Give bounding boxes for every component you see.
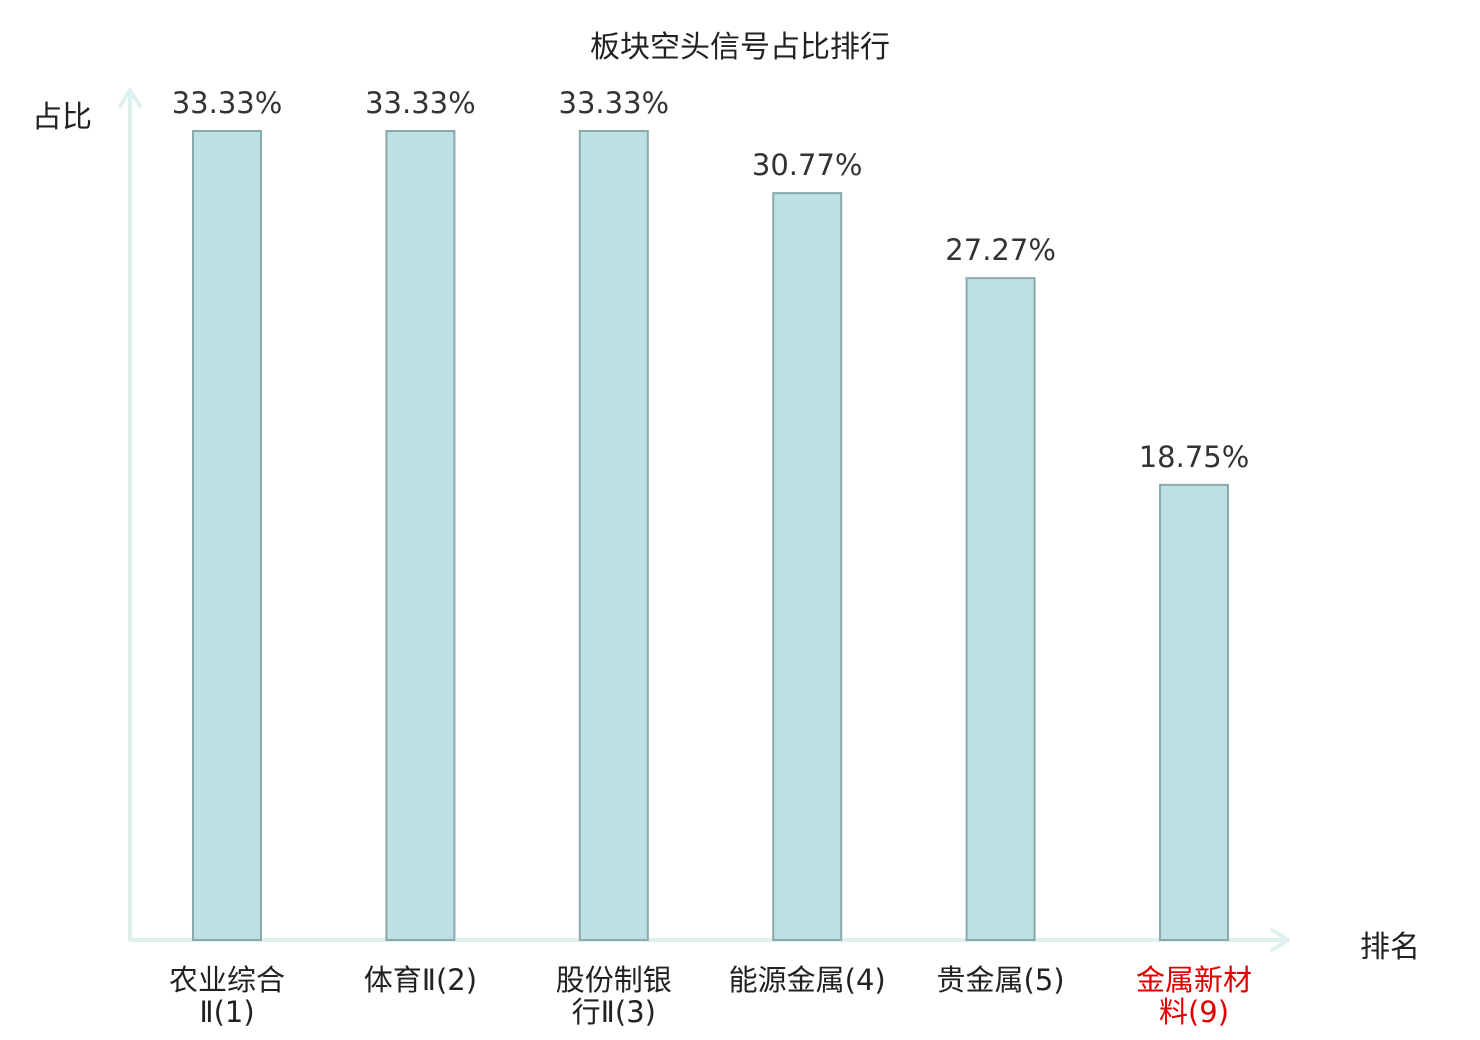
data-label: 30.77% [752,148,863,182]
bar [965,277,1036,942]
bars [192,130,1229,942]
x-tick-label: 农业综合 Ⅱ(1) [168,963,285,1029]
data-label: 33.33% [172,86,283,120]
chart-title: 板块空头信号占比排行 [590,30,890,65]
y-axis-arrow-right [128,88,142,108]
data-label: 18.75% [1139,440,1250,474]
y-axis-label: 占比 [32,100,92,135]
value-labels: 33.33% 33.33% 33.33% 30.77% 27.27% 18.75% [172,86,1250,474]
x-axis-arrow-down [1270,938,1290,952]
data-label: 33.33% [559,86,670,120]
data-label: 33.33% [365,86,476,120]
x-axis-label: 排名 [1360,930,1420,965]
axes [118,88,1290,952]
y-axis-arrow-left [118,88,132,108]
bar [1159,483,1229,941]
x-tick-label: 贵金属(5) [936,963,1065,997]
bar [772,192,843,942]
data-label: 27.27% [945,233,1056,267]
x-tick-label: 体育Ⅱ(2) [363,963,478,997]
x-tick-label: 金属新材 料(9) [1135,963,1252,1029]
bar [578,130,649,941]
bar [192,130,262,941]
x-tick-label: 能源金属(4) [728,963,886,997]
bar [385,130,456,941]
x-axis-arrow-up [1270,928,1290,942]
x-tick-label: 股份制银 行Ⅱ(3) [555,963,672,1029]
